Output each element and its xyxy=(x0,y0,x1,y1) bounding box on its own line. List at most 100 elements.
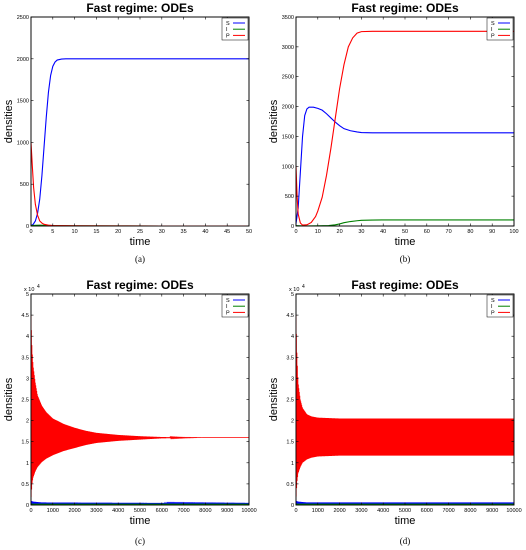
x-tick-label: 3000 xyxy=(90,508,102,514)
y-tick-label: 4.5 xyxy=(21,313,29,319)
y-tick-label: 3.5 xyxy=(21,355,29,361)
chart-title: Fast regime: ODEs xyxy=(86,1,194,15)
chart-panel-c: 0 1000 2000 3000 4000 5000 6000 7000 8000 9000 100… xyxy=(3,278,257,546)
y-tick-label: 1.5 xyxy=(286,440,294,446)
x-tick-label: 4000 xyxy=(112,508,124,514)
y-tick-label: 4 xyxy=(291,334,294,340)
series-line-p xyxy=(31,315,249,498)
y-tick-label: 4 xyxy=(26,334,29,340)
y-tick-label: 2500 xyxy=(17,15,29,21)
series-line-p xyxy=(296,315,514,497)
x-tick-label: 60 xyxy=(424,229,430,235)
y-axis-label: densities xyxy=(268,377,280,421)
y-tick-label: 0 xyxy=(291,224,294,230)
x-tick-label: 8000 xyxy=(199,508,211,514)
y-tick-label: 2.5 xyxy=(286,398,294,404)
y-tick-label: 1.5 xyxy=(21,440,29,446)
y-axis-exponent-power: 4 xyxy=(302,284,305,290)
x-tick-label: 2000 xyxy=(333,508,345,514)
panel-caption: (a) xyxy=(135,254,145,264)
x-tick-label: 50 xyxy=(246,229,252,235)
y-tick-label: 1000 xyxy=(282,164,294,170)
x-tick-label: 9000 xyxy=(486,508,498,514)
x-tick-label: 50 xyxy=(402,229,408,235)
chart-panel-d: 0 1000 2000 3000 4000 5000 6000 7000 8000 9000 100… xyxy=(268,278,522,546)
x-tick-label: 1000 xyxy=(47,508,59,514)
y-tick-label: 1000 xyxy=(17,140,29,146)
x-tick-label: 7000 xyxy=(442,508,454,514)
y-tick-label: 2500 xyxy=(282,75,294,81)
y-tick-label: 1 xyxy=(291,461,294,467)
x-tick-label: 15 xyxy=(93,229,99,235)
legend-label-p: P xyxy=(491,33,495,39)
y-tick-label: 1500 xyxy=(282,134,294,140)
x-axis-label: time xyxy=(395,236,416,248)
panel-caption: (d) xyxy=(400,536,411,546)
x-tick-label: 90 xyxy=(489,229,495,235)
x-tick-label: 25 xyxy=(137,229,143,235)
x-tick-label: 5 xyxy=(51,229,54,235)
x-tick-label: 3000 xyxy=(355,508,367,514)
y-tick-label: 500 xyxy=(20,182,29,188)
x-tick-label: 6000 xyxy=(421,508,433,514)
panel-caption: (c) xyxy=(135,536,145,546)
legend-label-s: S xyxy=(226,298,230,304)
x-tick-label: 20 xyxy=(115,229,121,235)
x-tick-label: 100 xyxy=(509,229,518,235)
y-axis-label: densities xyxy=(3,377,15,421)
y-tick-label: 2 xyxy=(291,419,294,425)
x-tick-label: 10 xyxy=(72,229,78,235)
legend: SIP xyxy=(486,17,514,41)
y-tick-label: 1500 xyxy=(17,99,29,105)
y-tick-label: 5 xyxy=(291,292,294,298)
y-tick-label: 4.5 xyxy=(286,313,294,319)
plot-area xyxy=(295,16,515,227)
x-tick-label: 0 xyxy=(294,508,297,514)
y-tick-label: 0 xyxy=(26,503,29,509)
y-tick-label: 500 xyxy=(285,194,294,200)
legend-label-i: I xyxy=(226,304,228,310)
x-axis-label: time xyxy=(130,236,151,248)
legend-label-s: S xyxy=(491,21,495,27)
y-tick-label: 0.5 xyxy=(21,482,29,488)
y-axis-label: densities xyxy=(3,99,15,143)
x-tick-label: 1000 xyxy=(312,508,324,514)
y-axis-exponent: x 10 xyxy=(24,287,34,293)
y-tick-label: 1 xyxy=(26,461,29,467)
plot-area xyxy=(30,293,250,506)
x-tick-label: 0 xyxy=(29,508,32,514)
legend: SIP xyxy=(486,294,514,318)
series-line-s xyxy=(31,58,249,226)
x-tick-label: 2000 xyxy=(68,508,80,514)
y-tick-label: 2000 xyxy=(17,57,29,63)
y-tick-label: 0.5 xyxy=(286,482,294,488)
legend-label-p: P xyxy=(226,33,230,39)
legend-label-p: P xyxy=(491,310,495,316)
x-tick-label: 0 xyxy=(29,229,32,235)
legend: SIP xyxy=(221,17,249,41)
x-tick-label: 70 xyxy=(446,229,452,235)
x-tick-label: 20 xyxy=(337,229,343,235)
series-line-s xyxy=(296,106,514,224)
y-axis-label: densities xyxy=(268,99,280,143)
series-line-s xyxy=(296,500,514,505)
chart-title: Fast regime: ODEs xyxy=(86,278,194,292)
x-tick-label: 80 xyxy=(467,229,473,235)
y-tick-label: 2000 xyxy=(282,105,294,111)
y-axis-exponent-power: 4 xyxy=(37,284,40,290)
x-tick-label: 8000 xyxy=(464,508,476,514)
legend-label-i: I xyxy=(491,304,493,310)
legend-label-i: I xyxy=(491,27,493,33)
series-line-p xyxy=(296,30,514,226)
panel-caption: (b) xyxy=(400,254,411,264)
plot-area xyxy=(295,293,515,506)
y-axis-exponent: x 10 xyxy=(289,287,299,293)
x-tick-label: 0 xyxy=(294,229,297,235)
x-tick-label: 35 xyxy=(181,229,187,235)
legend: SIP xyxy=(221,294,249,318)
x-tick-label: 5000 xyxy=(399,508,411,514)
legend-label-p: P xyxy=(226,310,230,316)
y-tick-label: 3500 xyxy=(282,15,294,21)
legend-label-s: S xyxy=(226,21,230,27)
